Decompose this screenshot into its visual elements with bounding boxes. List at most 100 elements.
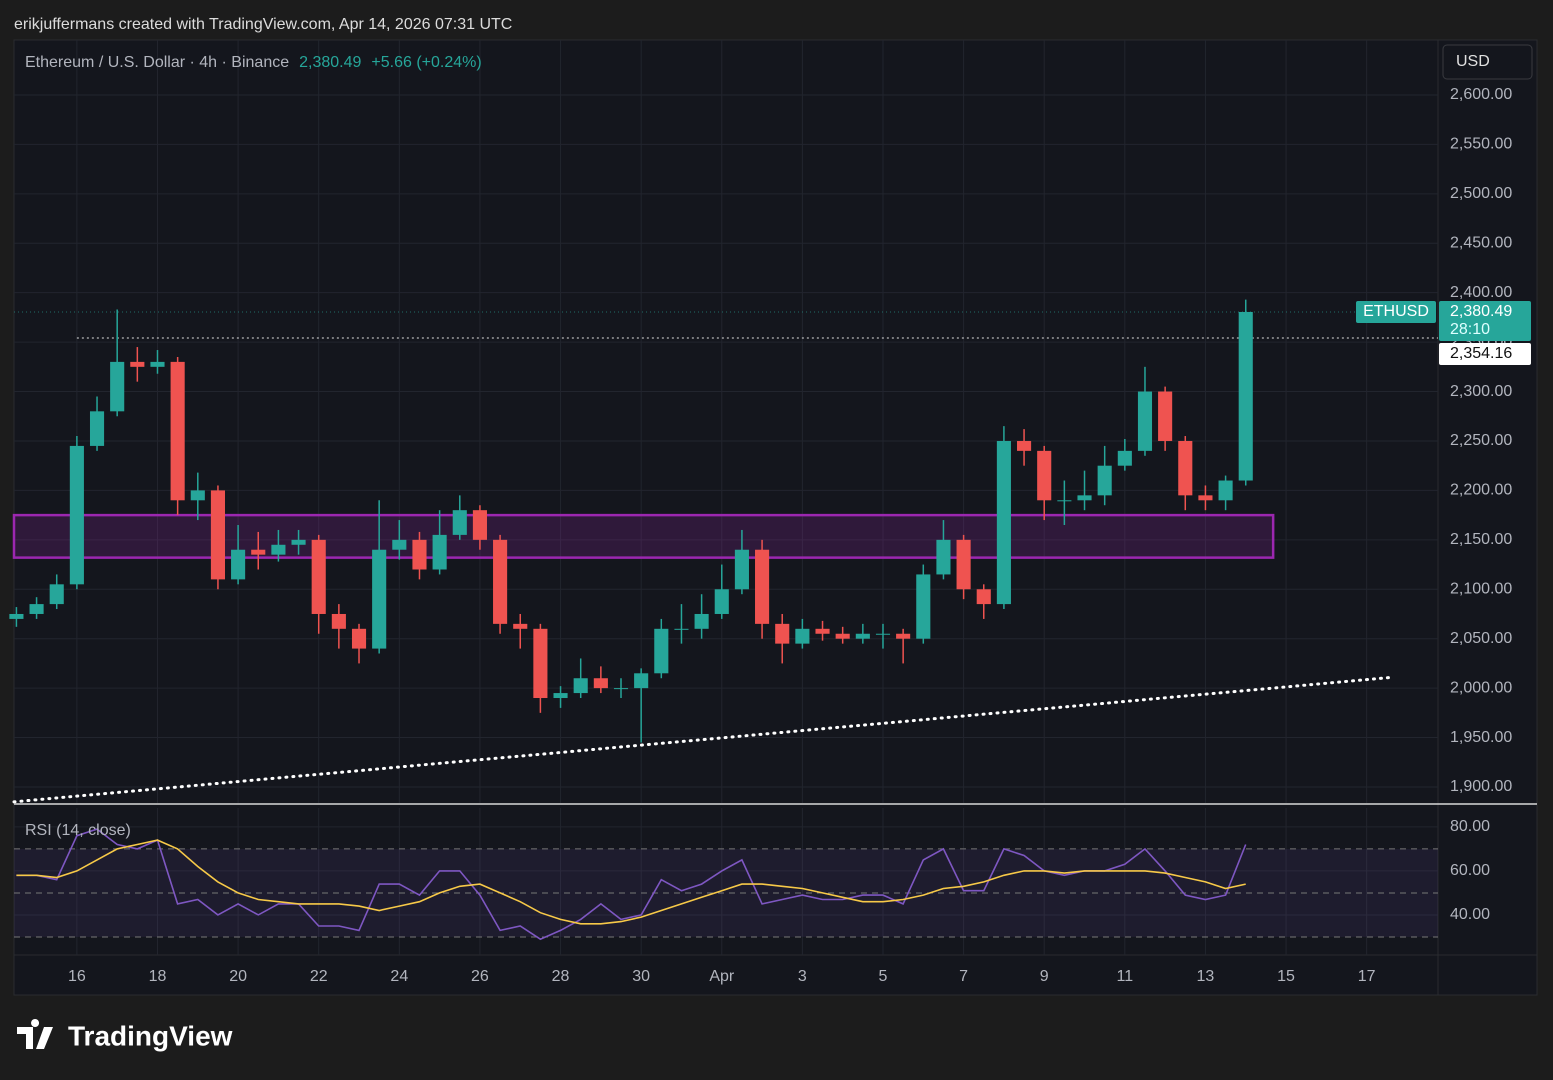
support-zone	[14, 515, 1273, 558]
x-tick-label: 24	[390, 968, 408, 985]
candle-body	[836, 634, 850, 639]
candle-body	[896, 634, 910, 639]
x-tick-label: 26	[471, 968, 489, 985]
candle-body	[70, 446, 84, 584]
candle-body	[392, 540, 406, 550]
y-tick-label: 60.00	[1450, 862, 1490, 879]
y-tick-label: 2,450.00	[1450, 234, 1512, 251]
candle-body	[191, 490, 205, 500]
countdown: 28:10	[1450, 321, 1490, 338]
x-tick-label: 15	[1277, 968, 1295, 985]
candle-body	[1158, 392, 1172, 441]
candle-body	[30, 604, 44, 614]
candle-body	[735, 550, 749, 590]
candle-body	[634, 673, 648, 688]
candle-body	[513, 624, 527, 629]
candle-body	[292, 540, 306, 545]
y-tick-label: 2,400.00	[1450, 284, 1512, 301]
x-tick-label: 3	[798, 968, 807, 985]
y-tick-label: 2,200.00	[1450, 482, 1512, 499]
candle-body	[1017, 441, 1031, 451]
candle-body	[1037, 451, 1051, 500]
price-change: +5.66 (+0.24%)	[371, 54, 481, 71]
y-tick-label: 2,300.00	[1450, 383, 1512, 400]
candle-body	[1219, 481, 1233, 501]
y-tick-label: 2,500.00	[1450, 185, 1512, 202]
candle-body	[856, 634, 870, 639]
candle-body	[1239, 312, 1253, 481]
candle-body	[1077, 495, 1091, 500]
candle-body	[493, 540, 507, 624]
y-tick-label: 2,600.00	[1450, 86, 1512, 103]
candle-body	[614, 688, 628, 689]
candle-body	[50, 584, 64, 604]
candle-body	[775, 624, 789, 644]
candle-body	[795, 629, 809, 644]
y-tick-label: 2,000.00	[1450, 679, 1512, 696]
symbol-title: Ethereum / U.S. Dollar · 4h · Binance	[25, 54, 289, 71]
y-tick-label: 1,900.00	[1450, 778, 1512, 795]
candle-body	[130, 362, 144, 367]
candle-body	[453, 510, 467, 535]
rsi-title: RSI (14, close)	[25, 822, 131, 839]
x-tick-label: 9	[1040, 968, 1049, 985]
candle-body	[1198, 495, 1212, 500]
y-tick-label: 2,100.00	[1450, 580, 1512, 597]
candle-body	[312, 540, 326, 614]
candle-body	[876, 634, 890, 635]
candle-body	[695, 614, 709, 629]
candle-body	[533, 629, 547, 698]
symbol-tag: ETHUSD	[1363, 303, 1429, 320]
candle-body	[231, 550, 245, 580]
candle-body	[1098, 466, 1112, 496]
candle-body	[1118, 451, 1132, 466]
candle-body	[755, 550, 769, 624]
x-tick-label: Apr	[709, 968, 735, 985]
last-price: 2,380.49	[299, 54, 361, 71]
candle-body	[171, 362, 185, 500]
x-tick-label: 5	[879, 968, 888, 985]
y-tick-label: 2,250.00	[1450, 432, 1512, 449]
x-tick-label: 11	[1117, 968, 1134, 985]
candle-body	[251, 550, 265, 555]
candle-body	[473, 510, 487, 540]
candle-body	[977, 589, 991, 604]
y-tick-label: 2,150.00	[1450, 531, 1512, 548]
x-tick-label: 16	[68, 968, 86, 985]
brand-name: TradingView	[68, 1020, 233, 1051]
chart-header: Ethereum / U.S. Dollar · 4h · Binance 2,3…	[25, 54, 482, 71]
x-tick-label: 13	[1197, 968, 1215, 985]
last-price-tag: 2,380.49	[1450, 303, 1512, 320]
x-tick-label: 17	[1358, 968, 1376, 985]
y-tick-label: 1,950.00	[1450, 729, 1512, 746]
y-tick-label: 2,050.00	[1450, 630, 1512, 647]
x-tick-label: 22	[310, 968, 328, 985]
candle-body	[271, 545, 285, 555]
candle-body	[1057, 500, 1071, 501]
x-tick-label: 18	[149, 968, 167, 985]
candle-body	[412, 540, 426, 570]
x-tick-label: 28	[552, 968, 570, 985]
y-tick-label: 80.00	[1450, 818, 1490, 835]
candle-body	[916, 574, 930, 638]
candle-body	[1138, 392, 1152, 451]
candle-body	[150, 362, 164, 367]
candle-body	[936, 540, 950, 575]
candle-body	[90, 411, 104, 446]
level-tag: 2,354.16	[1450, 345, 1512, 362]
candle-body	[9, 614, 23, 619]
candle-body	[957, 540, 971, 589]
x-tick-label: 30	[632, 968, 650, 985]
candle-body	[372, 550, 386, 649]
candle-body	[594, 678, 608, 688]
currency[interactable]: USD	[1456, 53, 1490, 70]
candle-body	[433, 535, 447, 570]
y-tick-label: 2,550.00	[1450, 136, 1512, 153]
candle-body	[674, 629, 688, 630]
x-tick-label: 7	[959, 968, 968, 985]
candle-body	[815, 629, 829, 634]
candle-body	[211, 490, 225, 579]
candle-body	[553, 693, 567, 698]
x-tick-label: 20	[229, 968, 247, 985]
